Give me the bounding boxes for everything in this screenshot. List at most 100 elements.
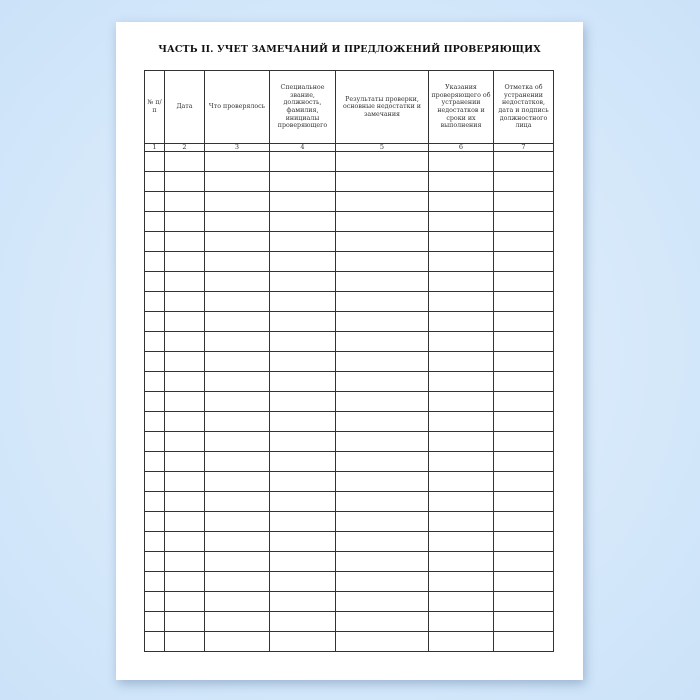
table-cell xyxy=(428,471,494,492)
table-cell xyxy=(269,291,336,312)
table-cell xyxy=(493,291,554,312)
table-cell xyxy=(335,391,429,412)
column-number: 4 xyxy=(269,143,336,152)
table-cell xyxy=(204,511,270,532)
table-cell xyxy=(428,391,494,412)
table-cell xyxy=(164,371,205,392)
table-cell xyxy=(144,311,165,332)
table-cell xyxy=(164,451,205,472)
table-cell xyxy=(335,271,429,292)
table-cell xyxy=(269,591,336,612)
table-row xyxy=(144,531,554,552)
table-cell xyxy=(204,631,270,652)
table-cell xyxy=(144,611,165,632)
table-cell xyxy=(204,311,270,332)
table-row xyxy=(144,211,554,232)
table-row xyxy=(144,611,554,632)
table-row xyxy=(144,331,554,352)
table-cell xyxy=(335,451,429,472)
table-cell xyxy=(204,231,270,252)
table-cell xyxy=(269,371,336,392)
table-cell xyxy=(144,291,165,312)
table-cell xyxy=(144,191,165,212)
column-header: Отметка об устранении недостатков, дата … xyxy=(493,70,554,144)
table-cell xyxy=(164,611,205,632)
table-cell xyxy=(144,491,165,512)
table-cell xyxy=(493,231,554,252)
table-cell xyxy=(335,591,429,612)
table-cell xyxy=(335,551,429,572)
table-cell xyxy=(269,611,336,632)
table-cell xyxy=(335,191,429,212)
table-cell xyxy=(335,231,429,252)
page-title: ЧАСТЬ II. УЧЕТ ЗАМЕЧАНИЙ И ПРЕДЛОЖЕНИЙ П… xyxy=(158,44,541,55)
table-cell xyxy=(493,251,554,272)
table-cell xyxy=(164,331,205,352)
table-cell xyxy=(428,231,494,252)
table-cell xyxy=(335,251,429,272)
table-row xyxy=(144,351,554,372)
table-cell xyxy=(164,391,205,412)
table-cell xyxy=(164,351,205,372)
table-cell xyxy=(164,591,205,612)
table-cell xyxy=(204,431,270,452)
table-cell xyxy=(269,331,336,352)
table-cell xyxy=(204,391,270,412)
table-cell xyxy=(164,531,205,552)
column-header: № п/п xyxy=(144,70,165,144)
table-cell xyxy=(269,471,336,492)
table-cell xyxy=(269,571,336,592)
table-cell xyxy=(428,291,494,312)
table-cell xyxy=(493,311,554,332)
column-number: 6 xyxy=(428,143,494,152)
table-row xyxy=(144,291,554,312)
table-cell xyxy=(204,371,270,392)
table-row xyxy=(144,391,554,412)
table-cell xyxy=(335,611,429,632)
table-cell xyxy=(204,451,270,472)
table-cell xyxy=(204,411,270,432)
table-cell xyxy=(164,431,205,452)
table-row xyxy=(144,171,554,192)
table-cell xyxy=(428,171,494,192)
table-row xyxy=(144,411,554,432)
table-row xyxy=(144,431,554,452)
table-cell xyxy=(204,151,270,172)
remarks-table: № п/п Дата Что проверялось Специальное зван… xyxy=(144,70,554,652)
table-cell xyxy=(269,271,336,292)
table-cell xyxy=(335,411,429,432)
table-cell xyxy=(164,631,205,652)
table-cell xyxy=(204,291,270,312)
table-cell xyxy=(428,251,494,272)
table-cell xyxy=(144,331,165,352)
table-cell xyxy=(335,431,429,452)
table-cell xyxy=(144,511,165,532)
table-cell xyxy=(428,511,494,532)
table-cell xyxy=(204,551,270,572)
column-header: Указания проверяющего об устранении недо… xyxy=(428,70,494,144)
table-cell xyxy=(428,611,494,632)
table-row xyxy=(144,631,554,652)
table-cell xyxy=(269,511,336,532)
table-row xyxy=(144,191,554,212)
table-cell xyxy=(269,251,336,272)
table-cell xyxy=(269,491,336,512)
table-row xyxy=(144,591,554,612)
table-row xyxy=(144,491,554,512)
table-row xyxy=(144,371,554,392)
table-cell xyxy=(144,411,165,432)
table-cell xyxy=(144,451,165,472)
table-cell xyxy=(144,351,165,372)
table-header-row: № п/п Дата Что проверялось Специальное зван… xyxy=(144,70,554,144)
column-header: Специальное звание, должность, фамилия, … xyxy=(269,70,336,144)
table-cell xyxy=(204,471,270,492)
table-cell xyxy=(144,551,165,572)
table-cell xyxy=(428,331,494,352)
table-cell xyxy=(144,391,165,412)
table-cell xyxy=(493,531,554,552)
table-cell xyxy=(428,571,494,592)
table-cell xyxy=(269,431,336,452)
table-cell xyxy=(428,271,494,292)
table-cell xyxy=(164,311,205,332)
